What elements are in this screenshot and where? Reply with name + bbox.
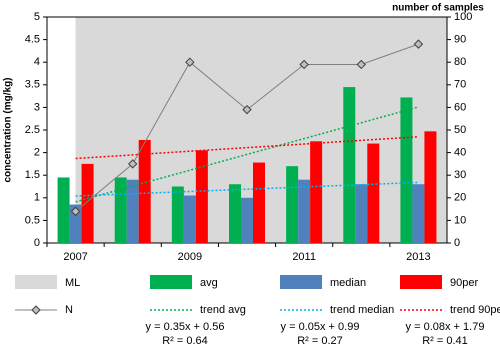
n-marker xyxy=(185,57,195,67)
trend-equation: R² = 0.64 xyxy=(162,335,208,347)
y2-tick-label: 20 xyxy=(454,192,466,204)
legend-label: avg xyxy=(200,277,218,289)
bar xyxy=(183,195,196,243)
bar xyxy=(69,204,82,243)
n-marker xyxy=(299,59,309,70)
y-axis-title: concentration (mg/kg) xyxy=(3,77,14,182)
bar xyxy=(412,184,425,243)
bar xyxy=(195,150,208,243)
x-tick-label: 2013 xyxy=(406,251,430,263)
n-marker xyxy=(128,159,138,169)
y2-tick-label: 50 xyxy=(454,124,466,136)
bar xyxy=(400,97,413,244)
y-tick-label: 3.5 xyxy=(25,79,40,91)
legend-label: trend avg xyxy=(200,304,246,316)
legend-swatch xyxy=(400,275,442,289)
x-tick-label: 2009 xyxy=(178,251,202,263)
y-tick-label: 1 xyxy=(34,192,40,204)
bar xyxy=(367,143,380,243)
y-tick-label: 3 xyxy=(34,101,40,113)
bar xyxy=(253,162,265,243)
trend-equation: y = 0.05x + 0.99 xyxy=(281,321,360,333)
y2-tick-label: 10 xyxy=(454,214,466,226)
n-marker xyxy=(413,39,424,49)
legend-marker xyxy=(31,305,41,315)
y2-tick-label: 80 xyxy=(454,56,466,68)
legend-label: N xyxy=(65,304,73,316)
trend-equation: R² = 0.27 xyxy=(297,335,343,347)
y-tick-label: 0.5 xyxy=(25,214,40,226)
bar xyxy=(138,139,151,243)
y-tick-label: 5 xyxy=(34,11,40,23)
bar xyxy=(241,197,253,243)
trend-line xyxy=(75,106,419,203)
bar xyxy=(114,177,127,243)
y2-tick-label: 70 xyxy=(454,79,466,91)
legend-label: ML xyxy=(65,277,80,289)
y2-tick-label: 100 xyxy=(454,11,472,23)
y2-axis-title: number of samples xyxy=(392,3,484,14)
y2-tick-label: 40 xyxy=(454,147,466,159)
y-tick-label: 4.5 xyxy=(25,34,40,46)
y2-tick-label: 90 xyxy=(454,34,466,46)
legend-label: trend median xyxy=(330,304,394,316)
legend-swatch xyxy=(280,275,322,289)
y-tick-label: 2 xyxy=(34,147,40,159)
bar xyxy=(310,141,323,243)
bar xyxy=(171,186,184,243)
trend-line xyxy=(75,181,419,197)
n-marker xyxy=(242,104,252,115)
y-tick-label: 0 xyxy=(34,237,40,249)
bar xyxy=(126,179,139,243)
legend-swatch xyxy=(150,275,192,289)
y-tick-label: 1.5 xyxy=(25,169,40,181)
y2-tick-label: 60 xyxy=(454,101,466,113)
y-tick-label: 2.5 xyxy=(25,124,40,136)
bar xyxy=(81,163,94,243)
trend-equation: y = 0.08x + 1.79 xyxy=(406,321,485,333)
legend-swatch xyxy=(15,275,57,289)
bar xyxy=(57,177,70,243)
x-tick-label: 2007 xyxy=(63,251,87,263)
legend-label: 90per xyxy=(450,277,478,289)
legend-label: trend 90per xyxy=(450,304,500,316)
n-marker xyxy=(70,206,81,217)
trend-line xyxy=(75,136,419,160)
bar xyxy=(229,184,241,243)
trend-equation: y = 0.35x + 0.56 xyxy=(146,321,225,333)
y-tick-label: 4 xyxy=(34,56,40,68)
y2-tick-label: 0 xyxy=(454,237,460,249)
bar xyxy=(355,184,368,243)
trend-equation: R² = 0.41 xyxy=(422,335,468,347)
bar xyxy=(298,179,311,243)
legend-label: median xyxy=(330,277,366,289)
bar xyxy=(424,131,437,243)
bar xyxy=(286,166,299,243)
bar xyxy=(343,87,356,243)
n-marker xyxy=(356,59,366,70)
y2-tick-label: 30 xyxy=(454,169,466,181)
x-tick-label: 2011 xyxy=(292,251,316,263)
